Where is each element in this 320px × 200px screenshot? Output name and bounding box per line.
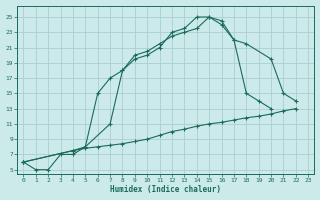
X-axis label: Humidex (Indice chaleur): Humidex (Indice chaleur) bbox=[110, 185, 221, 194]
